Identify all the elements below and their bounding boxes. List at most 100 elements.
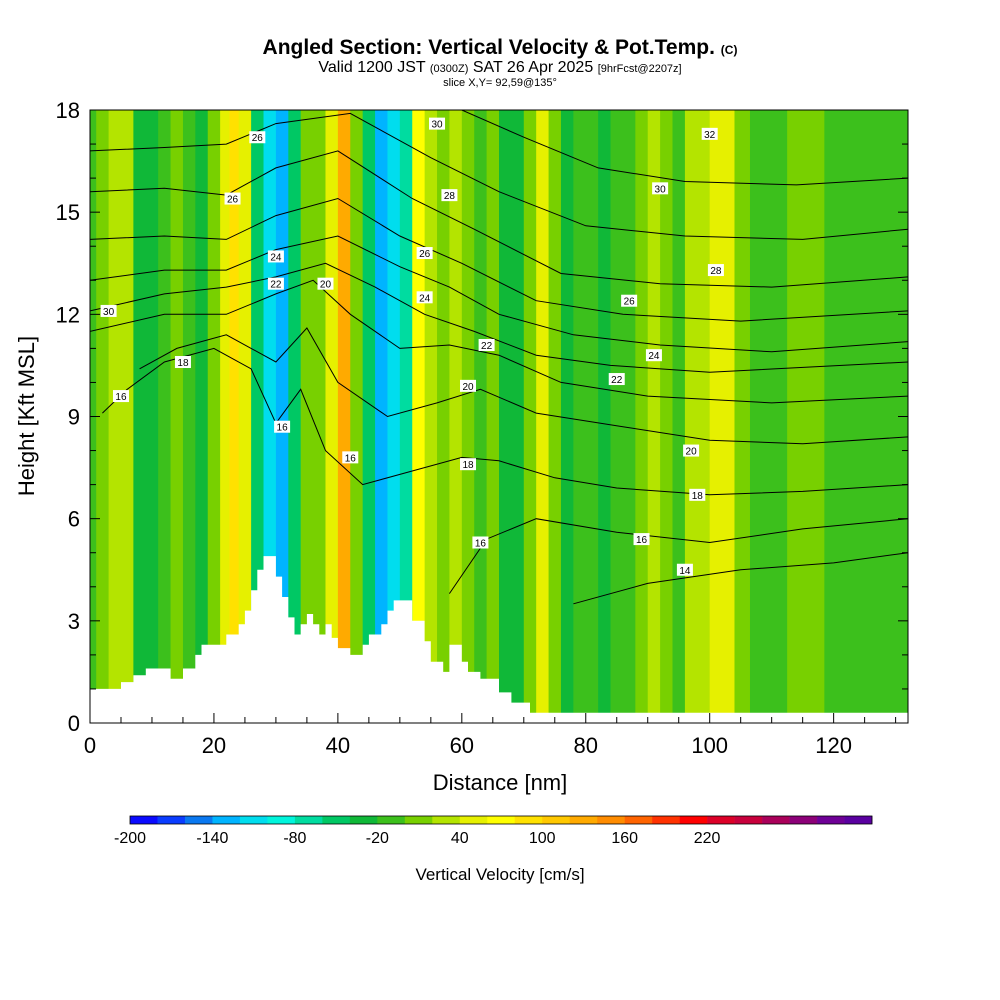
velocity-band xyxy=(207,110,221,723)
colorbar-swatch xyxy=(762,816,790,824)
contour-label: 20 xyxy=(317,277,334,291)
colorbar-swatch xyxy=(459,816,488,824)
contour-label: 22 xyxy=(267,277,284,291)
contour-label: 30 xyxy=(652,182,669,195)
title-mark: (C) xyxy=(720,43,738,57)
y-tick-label: 6 xyxy=(68,507,80,532)
colorbar-swatch xyxy=(294,816,323,824)
colorbar-swatch xyxy=(487,816,516,824)
contour-label-text: 24 xyxy=(648,351,660,362)
colorbar-swatch xyxy=(212,816,241,824)
velocity-band xyxy=(195,110,209,723)
slice-label: slice X,Y= 92,59@135° xyxy=(443,77,557,89)
velocity-band xyxy=(880,110,900,723)
contour-label-text: 28 xyxy=(444,191,456,202)
colorbar-tick-label: -20 xyxy=(366,830,389,847)
y-tick-label: 18 xyxy=(56,98,80,123)
contour-label: 20 xyxy=(460,379,477,393)
velocity-band xyxy=(861,110,881,723)
velocity-band xyxy=(635,110,649,723)
contour-label: 20 xyxy=(683,444,700,458)
colorbar-tick-label: 160 xyxy=(611,830,638,847)
x-tick-label: 20 xyxy=(202,733,226,758)
theta-contour-line xyxy=(461,110,908,186)
contour-label: 16 xyxy=(342,451,359,464)
contour-label-box xyxy=(472,536,489,549)
velocity-band xyxy=(133,110,147,723)
contour-label-text: 30 xyxy=(431,120,443,131)
colorbar-swatch xyxy=(239,816,268,824)
velocity-band xyxy=(709,110,723,723)
velocity-band xyxy=(145,110,159,723)
x-tick-label: 0 xyxy=(84,733,96,758)
colorbar-swatch xyxy=(349,816,378,824)
theta-contour-line xyxy=(90,112,908,240)
velocity-band xyxy=(300,110,314,723)
contour-label-text: 26 xyxy=(227,195,239,206)
colorbar-swatch xyxy=(597,816,625,824)
velocity-band xyxy=(337,110,351,723)
contour-label: 16 xyxy=(633,533,650,546)
velocity-band xyxy=(461,110,475,723)
colorbar-swatch xyxy=(707,816,735,824)
velocity-band xyxy=(474,110,488,723)
velocity-band xyxy=(182,110,196,723)
velocity-band xyxy=(824,110,844,723)
theta-contour-line xyxy=(90,279,908,404)
contour-label-text: 16 xyxy=(277,423,289,434)
x-tick-label: 60 xyxy=(450,733,474,758)
contour-label-box xyxy=(478,338,495,351)
contour-label: 18 xyxy=(689,488,706,502)
colorbar-swatch xyxy=(267,816,296,824)
colorbar-swatch xyxy=(432,816,461,824)
velocity-band xyxy=(387,110,401,723)
colorbar-swatch xyxy=(789,816,818,824)
contour-label-box xyxy=(267,250,284,263)
velocity-band xyxy=(842,110,863,723)
contour-label-box xyxy=(100,304,117,317)
contour-label: 30 xyxy=(100,304,117,318)
contour-label: 26 xyxy=(224,192,241,206)
velocity-band xyxy=(585,110,599,723)
velocity-band xyxy=(96,110,110,723)
contour-label: 26 xyxy=(621,294,638,308)
contour-label-text: 28 xyxy=(710,266,722,277)
theta-contour-line xyxy=(102,347,908,496)
x-axis-label: Distance [nm] xyxy=(433,770,568,795)
contour-label-text: 18 xyxy=(692,491,704,502)
contour-label-box xyxy=(701,127,718,140)
velocity-band xyxy=(768,110,788,723)
velocity-band xyxy=(325,110,339,723)
x-tick-label: 40 xyxy=(326,733,350,758)
velocity-field xyxy=(90,110,908,723)
chart-subtitle: Valid 1200 JST (0300Z) SAT 26 Apr 2025 [… xyxy=(318,59,682,76)
velocity-band xyxy=(375,110,389,723)
velocity-band xyxy=(787,110,807,723)
contour-label-box xyxy=(645,349,662,362)
contour-label-box xyxy=(676,563,693,576)
velocity-band xyxy=(660,110,674,723)
contour-label-text: 18 xyxy=(462,460,474,471)
contour-label-box xyxy=(274,420,291,433)
contour-label: 26 xyxy=(416,247,433,260)
theta-contour-line xyxy=(573,552,908,605)
contour-label: 16 xyxy=(274,420,291,434)
colorbar-swatch xyxy=(817,816,845,824)
contour-label-box xyxy=(416,247,433,260)
velocity-band xyxy=(399,110,413,723)
y-tick-label: 3 xyxy=(68,609,80,634)
colorbar-tick-label: 100 xyxy=(529,830,556,847)
colorbar-swatch xyxy=(624,816,653,824)
contour-label-text: 22 xyxy=(270,280,282,291)
velocity-band xyxy=(449,110,463,723)
contour-label-text: 30 xyxy=(103,307,115,318)
theta-contour-line xyxy=(90,235,908,353)
contour-label-text: 24 xyxy=(419,293,431,304)
contour-label-text: 24 xyxy=(270,252,282,263)
contour-label-box xyxy=(652,182,669,195)
velocity-band xyxy=(158,110,172,723)
contour-label-box xyxy=(460,458,477,471)
contour-label-box xyxy=(267,277,284,290)
colorbar-swatch xyxy=(542,816,571,824)
contour-label-box xyxy=(249,131,266,144)
